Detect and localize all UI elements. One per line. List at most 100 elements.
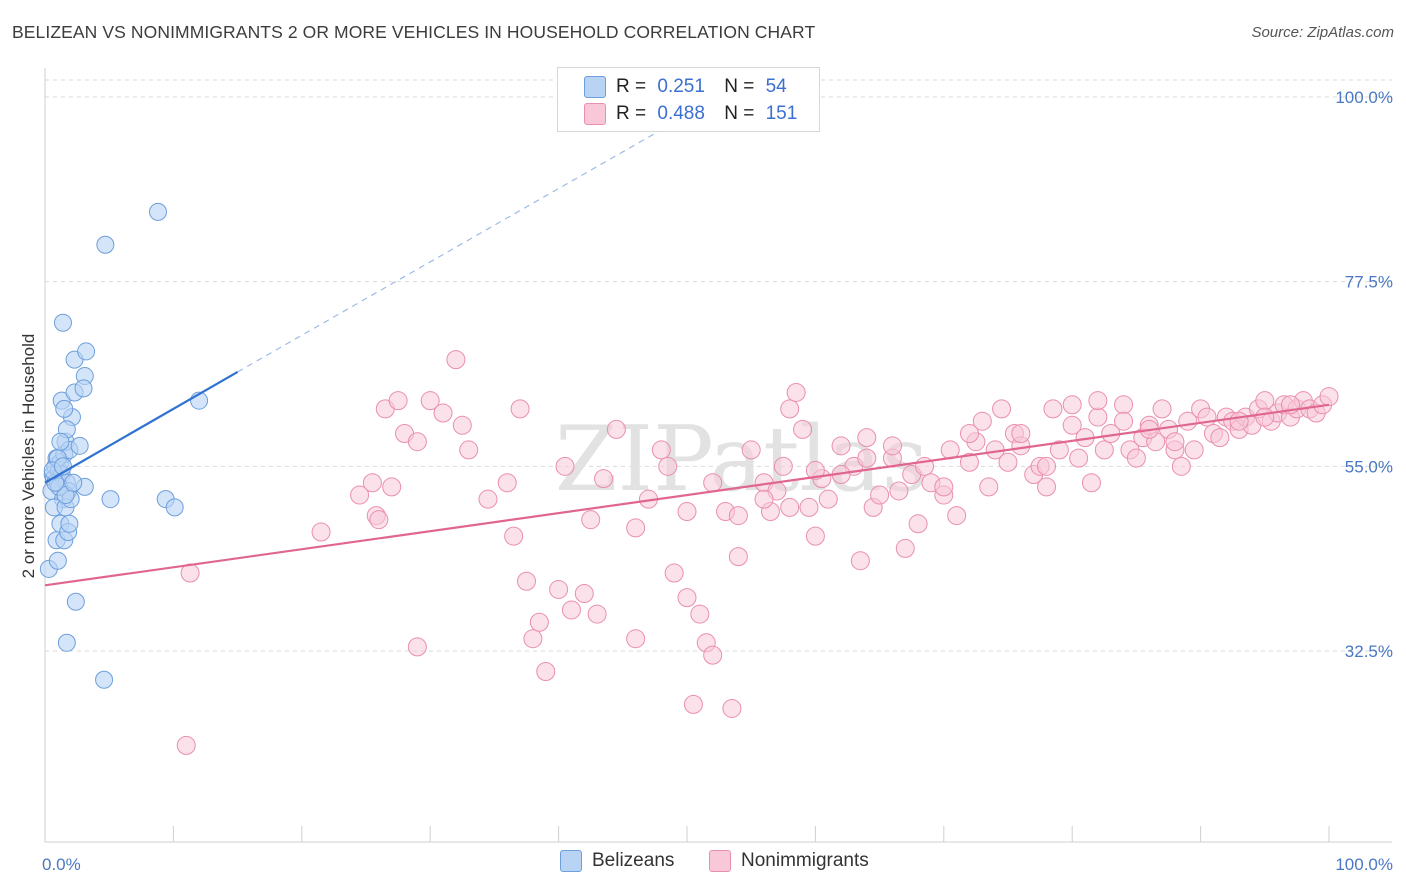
- nonimmigrants-point: [992, 399, 1012, 419]
- nonimmigrants-point: [478, 489, 498, 509]
- nonimmigrants-point: [549, 579, 569, 599]
- nonimmigrants-point: [780, 399, 800, 419]
- belizeans-point: [64, 473, 83, 492]
- nonimmigrants-point: [176, 735, 196, 755]
- nonimmigrants-point: [1114, 411, 1134, 431]
- nonimmigrants-point: [786, 382, 806, 402]
- nonimmigrants-point: [850, 551, 870, 571]
- nonimmigrants-legend-swatch: [709, 850, 731, 872]
- nonimmigrants-point: [420, 391, 440, 411]
- nonimmigrants-point: [626, 629, 646, 649]
- belizeans-point: [148, 202, 167, 221]
- trend-lines: [44, 129, 1330, 587]
- nonimmigrants-point: [979, 477, 999, 497]
- nonimmigrants-point: [1037, 456, 1057, 476]
- nonimmigrants-point: [889, 481, 909, 501]
- nonimmigrants-point: [947, 506, 967, 526]
- gridlines: [45, 79, 1392, 652]
- nonimmigrants-point: [1094, 440, 1114, 460]
- nonimmigrants-point: [1037, 477, 1057, 497]
- legend-r-value-belizeans: 0.251: [657, 76, 705, 97]
- axes: [44, 68, 1392, 843]
- legend-r-label: R =: [616, 103, 647, 124]
- nonimmigrants-point: [780, 497, 800, 517]
- nonimmigrants-point: [818, 489, 838, 509]
- chart-title: BELIZEAN VS NONIMMIGRANTS 2 OR MORE VEHI…: [12, 22, 816, 42]
- nonimmigrants-point: [1165, 432, 1185, 452]
- legend-n-value-nonimmigrants: 151: [765, 103, 798, 124]
- nonimmigrants-point: [998, 452, 1018, 472]
- x-tick-label-max: 100.0%: [1335, 855, 1393, 874]
- nonimmigrants-point: [934, 477, 954, 497]
- nonimmigrants-point: [805, 460, 825, 480]
- nonimmigrants-point: [350, 485, 370, 505]
- y-tick-label: 77.5%: [1345, 273, 1393, 292]
- nonimmigrants-point: [857, 428, 877, 448]
- nonimmigrants-point: [972, 411, 992, 431]
- nonimmigrants-point: [407, 432, 427, 452]
- nonimmigrants-point: [831, 436, 851, 456]
- nonimmigrants-point: [651, 440, 671, 460]
- belizeans-legend-label: Belizeans: [592, 850, 675, 871]
- nonimmigrants-point: [1062, 415, 1082, 435]
- nonimmigrants-point: [690, 604, 710, 624]
- nonimmigrants-point: [1319, 387, 1339, 407]
- belizeans-point: [60, 514, 79, 533]
- y-tick-label: 55.0%: [1345, 457, 1393, 476]
- nonimmigrants-point: [1255, 407, 1275, 427]
- nonimmigrants-point: [594, 469, 614, 489]
- nonimmigrants-point: [1229, 411, 1249, 431]
- nonimmigrants-point: [703, 645, 723, 665]
- nonimmigrants-point: [606, 419, 626, 439]
- belizeans-point: [53, 313, 72, 332]
- nonimmigrants-point: [728, 547, 748, 567]
- nonimmigrants-swatch: [584, 103, 606, 125]
- nonimmigrants-point: [407, 637, 427, 657]
- y-tick-labels: 32.5% 55.0% 77.5% 100.0%: [1335, 88, 1393, 661]
- nonimmigrants-point: [908, 514, 928, 534]
- nonimmigrants-point: [1049, 440, 1069, 460]
- nonimmigrants-point: [523, 629, 543, 649]
- nonimmigrants-point: [1171, 456, 1191, 476]
- x-ticks: [44, 826, 1330, 842]
- nonimmigrants-point: [311, 522, 331, 542]
- nonimmigrants-point: [1062, 395, 1082, 415]
- nonimmigrants-point: [574, 584, 594, 604]
- nonimmigrants-point: [728, 506, 748, 526]
- nonimmigrants-point: [1088, 391, 1108, 411]
- nonimmigrants-point: [587, 604, 607, 624]
- y-tick-label: 32.5%: [1345, 642, 1393, 661]
- nonimmigrants-point: [773, 456, 793, 476]
- belizeans-point: [101, 490, 120, 509]
- nonimmigrants-point: [388, 391, 408, 411]
- belizeans-swatch: [584, 76, 606, 98]
- belizeans-trend-line: [44, 370, 239, 484]
- nonimmigrants-point: [536, 662, 556, 682]
- nonimmigrants-point: [1011, 424, 1031, 444]
- nonimmigrants-point: [722, 698, 742, 718]
- belizeans-point: [70, 436, 89, 455]
- belizeans-points: [39, 202, 209, 689]
- x-tick-label-min: 0.0%: [42, 855, 81, 874]
- belizeans-point: [51, 432, 70, 451]
- legend-r-value-nonimmigrants: 0.488: [657, 103, 705, 124]
- nonimmigrants-point: [1210, 428, 1230, 448]
- y-axis-label: 2 or more Vehicles in Household: [19, 334, 38, 579]
- nonimmigrants-point: [1069, 448, 1089, 468]
- belizeans-point: [96, 235, 115, 254]
- legend-n-label: N =: [724, 103, 755, 124]
- nonimmigrants-point: [510, 399, 530, 419]
- nonimmigrants-point: [561, 600, 581, 620]
- nonimmigrants-point: [369, 510, 389, 530]
- nonimmigrants-point: [382, 477, 402, 497]
- nonimmigrants-point: [677, 588, 697, 608]
- nonimmigrants-point: [452, 415, 472, 435]
- belizeans-point: [66, 592, 85, 611]
- belizeans-point: [74, 379, 93, 398]
- legend-n-value-belizeans: 54: [765, 76, 787, 97]
- y-tick-label: 100.0%: [1335, 88, 1393, 107]
- belizeans-point: [48, 551, 67, 570]
- belizeans-point: [57, 633, 76, 652]
- nonimmigrants-point: [459, 440, 479, 460]
